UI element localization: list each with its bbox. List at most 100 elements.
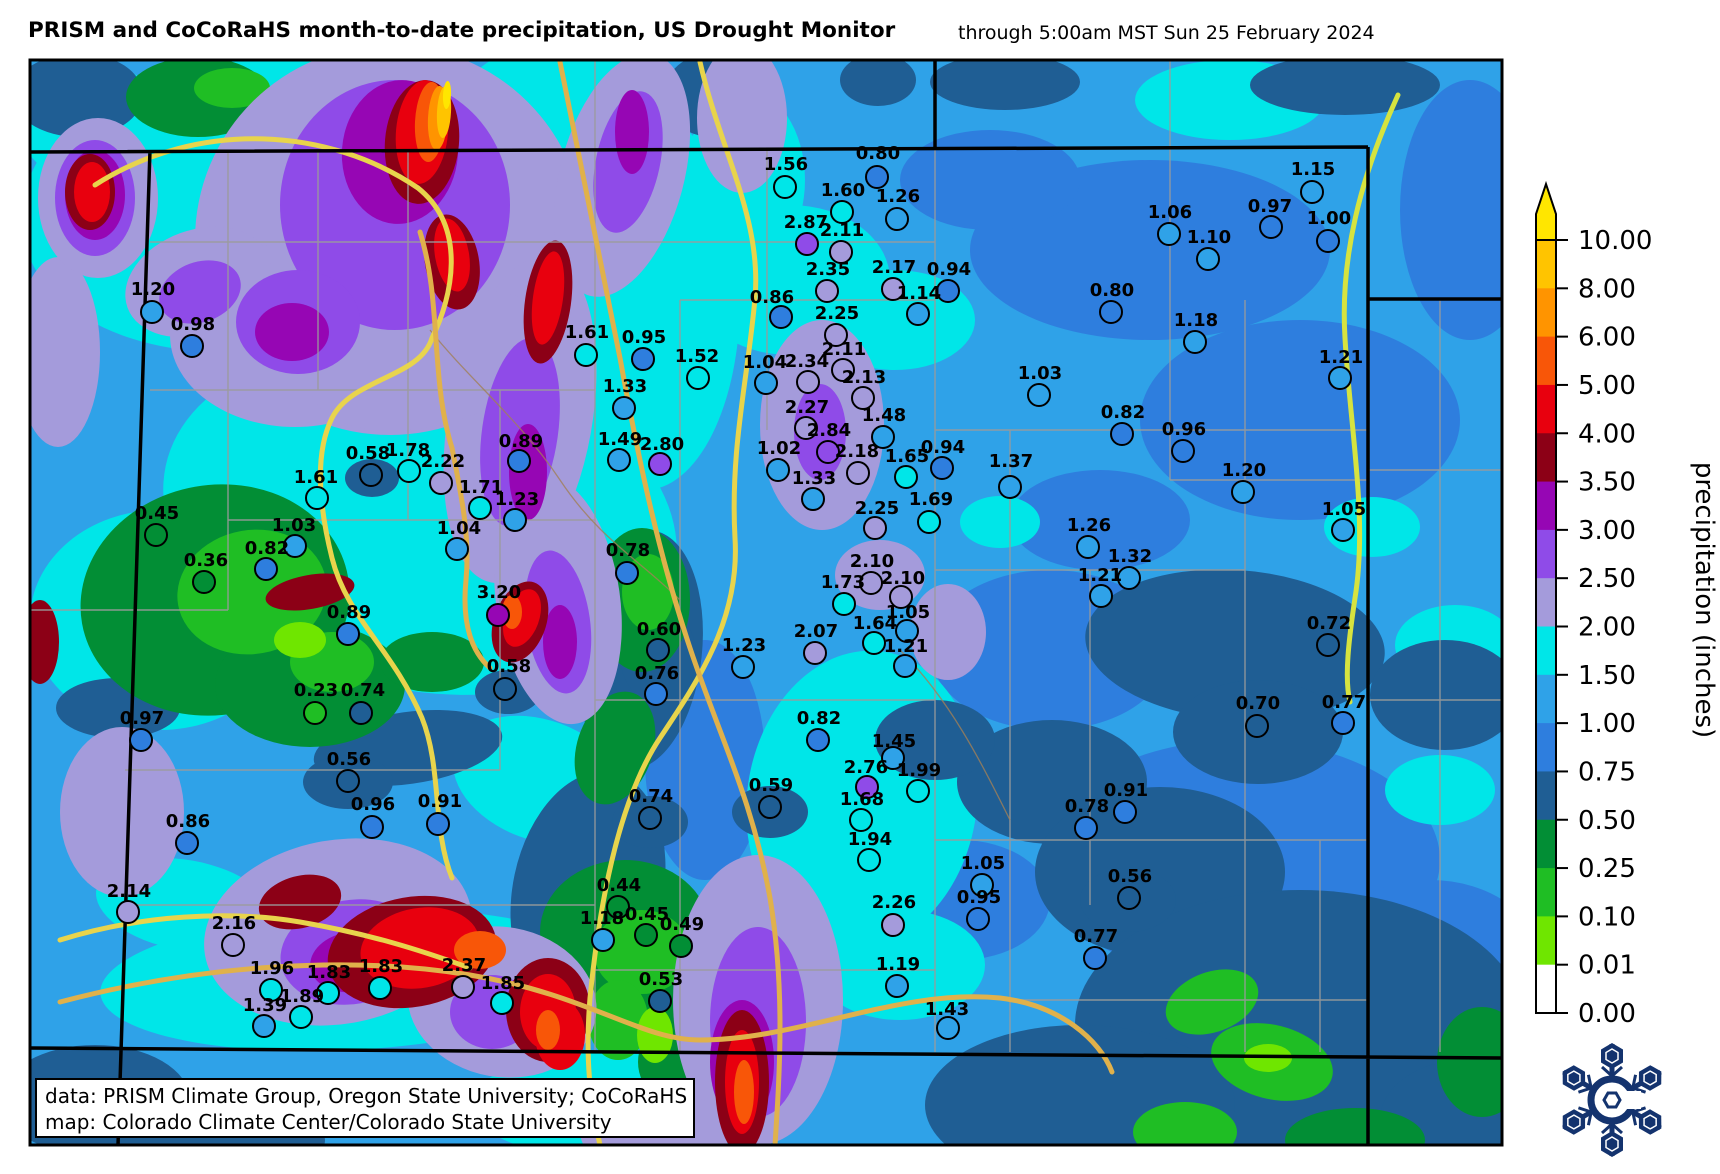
colorbar-tick-label: 6.00 bbox=[1578, 323, 1636, 353]
precipitation-map: 1.560.801.601.262.872.112.352.170.940.86… bbox=[0, 0, 1720, 1174]
station-marker bbox=[1184, 331, 1206, 353]
station-value-label: 0.59 bbox=[749, 775, 793, 796]
station-value-label: 1.05 bbox=[1322, 499, 1366, 520]
station-value-label: 0.82 bbox=[1101, 402, 1145, 423]
colorbar-segment bbox=[1536, 868, 1556, 917]
station-value-label: 1.69 bbox=[909, 489, 953, 510]
colorbar-tick-label: 5.00 bbox=[1578, 371, 1636, 401]
station-marker bbox=[430, 472, 452, 494]
station-marker bbox=[369, 977, 391, 999]
station-value-label: 0.82 bbox=[797, 708, 841, 729]
station-value-label: 0.56 bbox=[1108, 866, 1152, 887]
station-value-label: 1.73 bbox=[821, 572, 865, 593]
station-value-label: 0.94 bbox=[921, 437, 965, 458]
colorbar-segment bbox=[1536, 578, 1556, 627]
station-value-label: 1.85 bbox=[481, 973, 525, 994]
station-value-label: 0.77 bbox=[1322, 692, 1366, 713]
station-value-label: 1.18 bbox=[1174, 310, 1218, 331]
page: PRISM and CoCoRaHS month-to-date precipi… bbox=[0, 0, 1720, 1174]
station-marker bbox=[193, 571, 215, 593]
station-value-label: 0.58 bbox=[487, 656, 531, 677]
station-marker bbox=[886, 975, 908, 997]
station-marker bbox=[304, 702, 326, 724]
station-marker bbox=[145, 524, 167, 546]
station-marker bbox=[999, 476, 1021, 498]
station-marker bbox=[1329, 367, 1351, 389]
station-value-label: 2.80 bbox=[640, 434, 684, 455]
station-value-label: 1.20 bbox=[131, 279, 175, 300]
colorbar-segment bbox=[1536, 627, 1556, 676]
station-value-label: 1.61 bbox=[565, 322, 609, 343]
station-marker bbox=[1075, 817, 1097, 839]
colorbar-tick-label: 0.50 bbox=[1578, 806, 1636, 836]
station-marker bbox=[866, 166, 888, 188]
station-value-label: 1.33 bbox=[603, 376, 647, 397]
station-value-label: 0.89 bbox=[499, 431, 543, 452]
station-value-label: 2.11 bbox=[820, 220, 864, 241]
station-value-label: 1.26 bbox=[876, 186, 920, 207]
station-value-label: 1.49 bbox=[598, 429, 642, 450]
station-value-label: 1.83 bbox=[307, 962, 351, 983]
station-value-label: 1.05 bbox=[961, 853, 1005, 874]
station-marker bbox=[967, 908, 989, 930]
station-marker bbox=[350, 702, 372, 724]
station-value-label: 2.14 bbox=[107, 881, 151, 902]
station-marker bbox=[863, 632, 885, 654]
station-value-label: 0.97 bbox=[120, 708, 164, 729]
station-marker bbox=[616, 562, 638, 584]
station-marker bbox=[850, 809, 872, 831]
station-marker bbox=[767, 459, 789, 481]
colorbar-segment bbox=[1536, 385, 1556, 434]
station-value-label: 2.25 bbox=[855, 498, 899, 519]
station-marker bbox=[494, 678, 516, 700]
station-marker bbox=[290, 1006, 312, 1028]
station-value-label: 1.48 bbox=[862, 405, 906, 426]
station-marker bbox=[130, 729, 152, 751]
station-marker bbox=[491, 992, 513, 1014]
station-marker bbox=[1172, 440, 1194, 462]
station-marker bbox=[807, 729, 829, 751]
station-value-label: 1.14 bbox=[897, 283, 941, 304]
station-marker bbox=[255, 558, 277, 580]
station-marker bbox=[1232, 481, 1254, 503]
station-value-label: 1.23 bbox=[722, 635, 766, 656]
station-value-label: 1.56 bbox=[764, 154, 808, 175]
station-marker bbox=[181, 335, 203, 357]
station-marker bbox=[1317, 634, 1339, 656]
station-value-label: 2.34 bbox=[785, 351, 829, 372]
colorbar-tick-label: 3.00 bbox=[1578, 516, 1636, 546]
station-marker bbox=[361, 816, 383, 838]
station-value-label: 1.68 bbox=[840, 789, 884, 810]
station-marker bbox=[864, 517, 886, 539]
attribution-map-line: map: Colorado Climate Center/Colorado St… bbox=[45, 1109, 685, 1135]
station-marker bbox=[1197, 248, 1219, 270]
station-value-label: 0.98 bbox=[171, 314, 215, 335]
station-value-label: 0.72 bbox=[1307, 613, 1351, 634]
station-marker bbox=[804, 642, 826, 664]
station-value-label: 1.45 bbox=[872, 731, 916, 752]
colorbar-tick-label: 0.01 bbox=[1578, 951, 1636, 981]
station-marker bbox=[759, 796, 781, 818]
station-value-label: 0.86 bbox=[166, 811, 210, 832]
station-marker bbox=[886, 208, 908, 230]
station-marker bbox=[117, 901, 139, 923]
station-value-label: 1.04 bbox=[743, 352, 787, 373]
colorbar-tick-label: 0.25 bbox=[1578, 854, 1636, 884]
station-value-label: 2.16 bbox=[212, 913, 256, 934]
station-value-label: 1.10 bbox=[1187, 227, 1231, 248]
station-marker bbox=[755, 372, 777, 394]
station-value-label: 1.18 bbox=[580, 908, 624, 929]
station-value-label: 1.21 bbox=[1078, 565, 1122, 586]
station-value-label: 2.25 bbox=[815, 303, 859, 324]
station-marker bbox=[847, 462, 869, 484]
station-value-label: 2.07 bbox=[794, 621, 838, 642]
station-value-label: 1.15 bbox=[1291, 159, 1335, 180]
station-marker bbox=[649, 453, 671, 475]
station-value-label: 2.35 bbox=[806, 259, 850, 280]
snowflake-logo bbox=[1557, 1043, 1667, 1157]
station-marker bbox=[816, 280, 838, 302]
station-marker bbox=[635, 924, 657, 946]
station-marker bbox=[918, 511, 940, 533]
station-marker bbox=[797, 371, 819, 393]
colorbar-tick-label: 2.50 bbox=[1578, 564, 1636, 594]
